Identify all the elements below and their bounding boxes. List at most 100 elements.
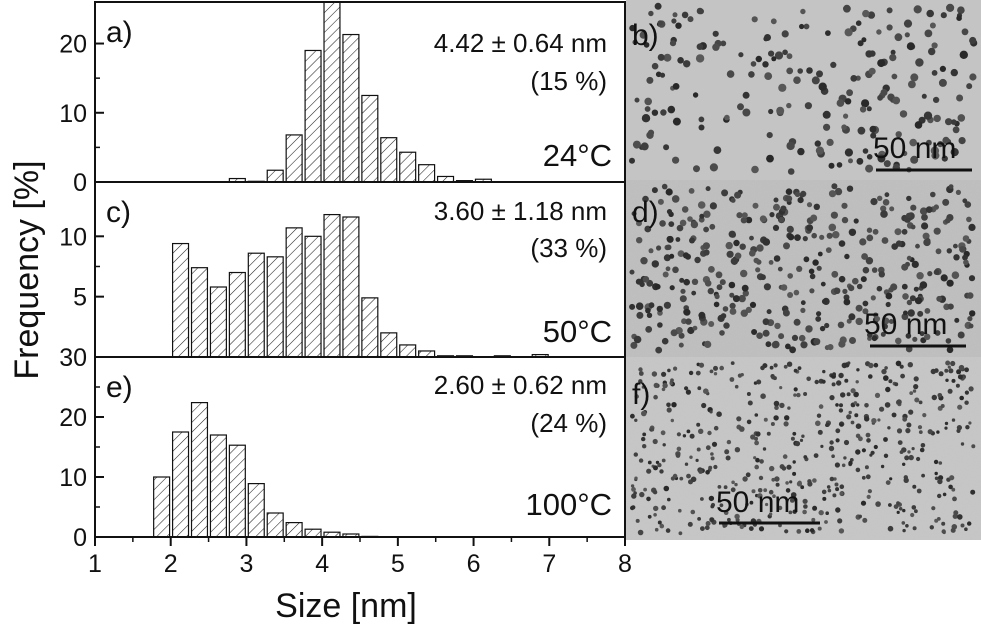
nanoparticle-dot: [940, 12, 947, 19]
nanoparticle-dot: [742, 476, 748, 482]
nanoparticle-dot: [948, 184, 954, 190]
nanoparticle-dot: [786, 67, 794, 75]
nanoparticle-dot: [838, 275, 846, 283]
nanoparticle-dot: [641, 410, 647, 417]
nanoparticle-dot: [768, 489, 774, 495]
nanoparticle-dot: [885, 301, 891, 308]
nanoparticle-dot: [793, 76, 801, 84]
nanoparticle-dot: [819, 234, 825, 240]
nanoparticle-dot: [661, 371, 667, 377]
x-tick-label: 7: [542, 550, 556, 578]
nanoparticle-dot: [808, 268, 815, 275]
nanoparticle-dot: [736, 212, 743, 219]
nanoparticle-dot: [829, 395, 835, 401]
nanoparticle-dot: [834, 482, 839, 487]
nanoparticle-dot: [721, 189, 729, 197]
nanoparticle-dot: [655, 346, 663, 354]
nanoparticle-dot: [746, 392, 751, 396]
nanoparticle-dot: [699, 213, 705, 219]
nanoparticle-dot: [968, 275, 976, 282]
nanoparticle-dot: [689, 455, 693, 459]
y-axis-title: Frequency [%]: [8, 160, 46, 379]
nanoparticle-dot: [661, 387, 666, 392]
x-tick-label: 6: [467, 550, 481, 578]
nanoparticle-dot: [723, 322, 730, 329]
nanoparticle-dot: [640, 257, 648, 265]
nanoparticle-dot: [957, 514, 963, 520]
nanoparticle-dot: [940, 274, 948, 282]
nanoparticle-dot: [867, 11, 876, 19]
size-stat-a: 4.42 ± 0.64 nm: [434, 28, 607, 58]
nanoparticle-dot: [905, 524, 909, 528]
nanoparticle-dot: [883, 375, 889, 381]
nanoparticle-dot: [896, 428, 903, 434]
nanoparticle-dot: [834, 187, 843, 196]
histogram-panel-a: 0 10 20 a) 4.42 ± 0.64 nm (15 %) 24°C: [59, 1, 626, 197]
nanoparticle-dot: [630, 341, 638, 349]
nanoparticle-dot: [800, 485, 805, 490]
nanoparticle-dot: [911, 447, 915, 451]
nanoparticle-dot: [917, 425, 923, 430]
nanoparticle-dot: [668, 221, 675, 228]
nanoparticle-dot: [780, 205, 787, 212]
histogram-bar: [228, 444, 246, 538]
nanoparticle-dot: [704, 340, 712, 348]
nanoparticle-dot: [915, 243, 920, 249]
nanoparticle-dot: [907, 309, 915, 317]
nanoparticle-dot: [965, 425, 970, 430]
nanoparticle-dot: [848, 410, 852, 415]
y-tick-label: 30: [59, 344, 87, 372]
temperature-e: 100°C: [525, 487, 612, 522]
nanoparticle-dot: [910, 155, 919, 164]
nanoparticle-dot: [890, 49, 896, 55]
nanoparticle-dot: [636, 237, 643, 244]
nanoparticle-dot: [722, 306, 729, 312]
y-tick-label: 0: [73, 169, 87, 197]
temperature-a: 24°C: [543, 138, 612, 173]
nanoparticle-dot: [874, 392, 881, 398]
nanoparticle-dot: [797, 366, 802, 370]
nanoparticle-dot: [875, 501, 881, 507]
nanoparticle-dot: [794, 441, 801, 447]
nanoparticle-dot: [853, 401, 858, 405]
histogram-bar: [247, 483, 265, 538]
nanoparticle-dot: [811, 517, 816, 522]
nanoparticle-dot: [719, 503, 724, 508]
nanoparticle-dot: [850, 420, 855, 425]
nanoparticle-dot: [885, 292, 893, 300]
nanoparticle-dot: [698, 362, 705, 368]
nanoparticle-dot: [821, 489, 827, 495]
nanoparticle-dot: [702, 242, 711, 250]
nanoparticle-dot: [635, 302, 644, 311]
nanoparticle-dot: [690, 509, 696, 515]
nanoparticle-dot: [866, 438, 871, 443]
nanoparticle-dot: [894, 382, 899, 387]
nanoparticle-dot: [672, 117, 681, 126]
nanoparticle-dot: [877, 59, 886, 68]
nanoparticle-dot: [842, 288, 848, 294]
nanoparticle-dot: [709, 369, 714, 374]
nanoparticle-texture-d: [629, 183, 976, 354]
nanoparticle-dot: [754, 464, 759, 470]
nanoparticle-dot: [951, 271, 960, 280]
histogram-bar: [190, 402, 209, 538]
nanoparticle-dot: [938, 78, 947, 87]
nanoparticle-dot: [885, 480, 891, 485]
nanoparticle-dot: [889, 477, 893, 481]
nanoparticle-dot: [944, 426, 948, 430]
histogram-bar: [190, 267, 209, 358]
nanoparticle-dot: [947, 365, 951, 369]
nanoparticle-dot: [937, 493, 942, 499]
nanoparticle-dot: [825, 422, 830, 427]
nanoparticle-dot: [684, 386, 689, 391]
nanoparticle-dot: [954, 317, 960, 323]
nanoparticle-dot: [844, 253, 850, 260]
nanoparticle-dot: [792, 460, 796, 464]
nanoparticle-dot: [922, 413, 927, 418]
nanoparticle-dot: [703, 388, 709, 395]
nanoparticle-dot: [857, 40, 864, 47]
nanoparticle-dot: [865, 474, 871, 480]
nanoparticle-dot: [946, 279, 954, 287]
nanoparticle-dot: [669, 40, 677, 47]
nanoparticle-dot: [710, 456, 715, 461]
